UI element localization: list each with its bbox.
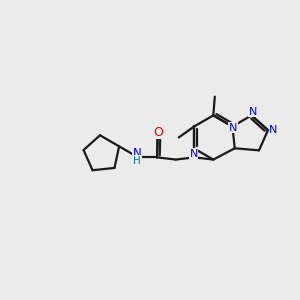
Text: N: N bbox=[132, 147, 141, 160]
Text: N: N bbox=[249, 107, 257, 117]
Text: N: N bbox=[229, 123, 237, 133]
Text: O: O bbox=[153, 126, 163, 139]
Text: N: N bbox=[269, 125, 278, 135]
Text: N: N bbox=[189, 149, 198, 159]
Text: H: H bbox=[133, 156, 141, 166]
